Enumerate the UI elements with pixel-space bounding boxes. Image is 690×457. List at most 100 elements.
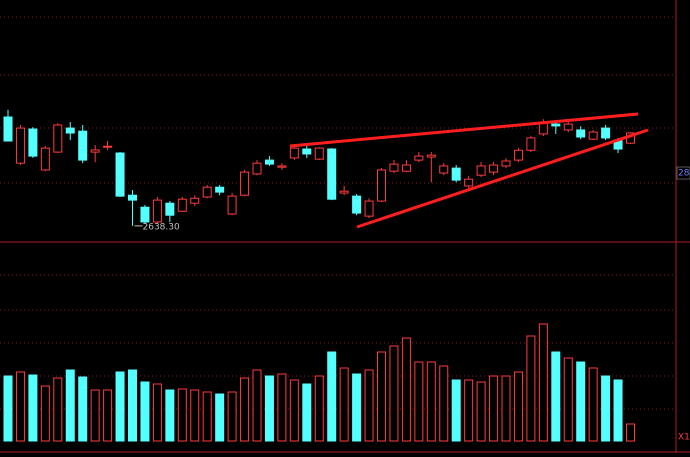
volume-bar bbox=[90, 389, 100, 442]
candle-body bbox=[190, 197, 200, 204]
volume-bar bbox=[327, 351, 337, 442]
candle-body bbox=[40, 147, 50, 171]
volume-bar bbox=[439, 365, 449, 442]
candle-body bbox=[65, 127, 75, 134]
grid bbox=[0, 16, 676, 410]
volume-bar bbox=[476, 381, 486, 442]
volume-bar bbox=[563, 357, 573, 442]
candle-body bbox=[551, 123, 561, 127]
volume-bar bbox=[401, 337, 411, 442]
volume-bar bbox=[40, 385, 50, 442]
volume-bar bbox=[352, 373, 362, 442]
candle-body bbox=[152, 199, 162, 223]
candle-body bbox=[202, 186, 212, 198]
volume-bar bbox=[289, 379, 299, 442]
volume-bar bbox=[588, 367, 598, 442]
candle-body bbox=[215, 186, 225, 193]
y-tick-label: 281 bbox=[678, 169, 690, 179]
candle-body bbox=[364, 200, 374, 217]
candle-body bbox=[339, 190, 349, 194]
candle-body bbox=[15, 127, 25, 164]
volume-bar bbox=[140, 381, 150, 442]
volume-bar bbox=[53, 377, 63, 442]
volume-bar bbox=[202, 391, 212, 442]
candle-body bbox=[414, 155, 424, 161]
volume-bar bbox=[28, 374, 38, 442]
volume-bar bbox=[414, 361, 424, 442]
candle-body bbox=[289, 147, 299, 159]
candle-body bbox=[314, 147, 324, 160]
volume-bar bbox=[215, 393, 225, 442]
candle-body bbox=[277, 165, 287, 168]
candle-body bbox=[389, 163, 399, 172]
candle-body bbox=[401, 164, 411, 172]
candle-body bbox=[103, 145, 113, 148]
marks: 281 2638.30 bbox=[3, 109, 690, 442]
candle-body bbox=[53, 124, 63, 153]
volume-bar bbox=[364, 369, 374, 442]
trend-line-upper bbox=[289, 112, 639, 148]
volume-bar bbox=[501, 375, 511, 442]
panel-label: X1 bbox=[678, 433, 690, 443]
candle-body bbox=[489, 164, 499, 173]
candle-body bbox=[576, 129, 586, 138]
y-tick-box bbox=[676, 166, 690, 180]
candle-body bbox=[601, 127, 611, 139]
volume-bar bbox=[277, 373, 287, 442]
volume-bar bbox=[103, 389, 113, 442]
volume-bar bbox=[377, 351, 386, 442]
candle-body bbox=[78, 130, 88, 161]
candle-body bbox=[28, 128, 38, 157]
candle-body bbox=[563, 123, 573, 131]
volume-bar bbox=[177, 388, 187, 442]
candle-body bbox=[128, 194, 137, 201]
candle-body bbox=[240, 171, 250, 196]
volume-bar bbox=[15, 371, 25, 442]
candle-body bbox=[526, 137, 536, 151]
volume-bar bbox=[464, 379, 474, 442]
volume-bar bbox=[302, 383, 312, 442]
volume-bar bbox=[115, 371, 125, 442]
volume-bar bbox=[314, 375, 324, 442]
candle-body bbox=[140, 206, 150, 223]
volume-bar bbox=[3, 375, 13, 442]
candle-body bbox=[165, 202, 175, 216]
volume-bar bbox=[513, 371, 523, 442]
volume-bar bbox=[65, 369, 75, 442]
candle-body bbox=[264, 159, 274, 165]
volume-bar bbox=[128, 369, 137, 442]
volume-bar bbox=[339, 367, 349, 442]
candle-body bbox=[227, 195, 237, 215]
volume-bar bbox=[264, 375, 274, 442]
low-annotation: 2638.30 bbox=[143, 222, 180, 232]
candle-body bbox=[476, 165, 486, 176]
volume-bar bbox=[240, 377, 250, 442]
volume-bar bbox=[526, 335, 536, 442]
trend-line-lower bbox=[356, 128, 649, 229]
volume-bar bbox=[190, 389, 200, 442]
candle-body bbox=[439, 165, 449, 174]
volume-bar bbox=[165, 389, 175, 442]
candle-body bbox=[513, 149, 523, 161]
volume-bar bbox=[538, 323, 548, 442]
candle-body bbox=[302, 148, 312, 155]
volume-bar bbox=[576, 361, 586, 442]
candle-body bbox=[501, 160, 511, 167]
volume-bar bbox=[489, 375, 499, 442]
candle-body bbox=[177, 198, 187, 212]
volume-bar bbox=[152, 383, 162, 442]
volume-bar bbox=[78, 376, 88, 442]
candle-body bbox=[3, 116, 13, 142]
candle-body bbox=[426, 154, 436, 158]
volume-bar bbox=[626, 423, 635, 442]
volume-bar bbox=[601, 375, 611, 442]
candle-body bbox=[377, 169, 386, 202]
volume-bar bbox=[227, 391, 237, 442]
volume-bar bbox=[389, 345, 399, 442]
candle-body bbox=[252, 162, 262, 175]
volume-bar bbox=[426, 361, 436, 442]
candle-body bbox=[327, 148, 337, 200]
candle-body bbox=[115, 152, 125, 197]
